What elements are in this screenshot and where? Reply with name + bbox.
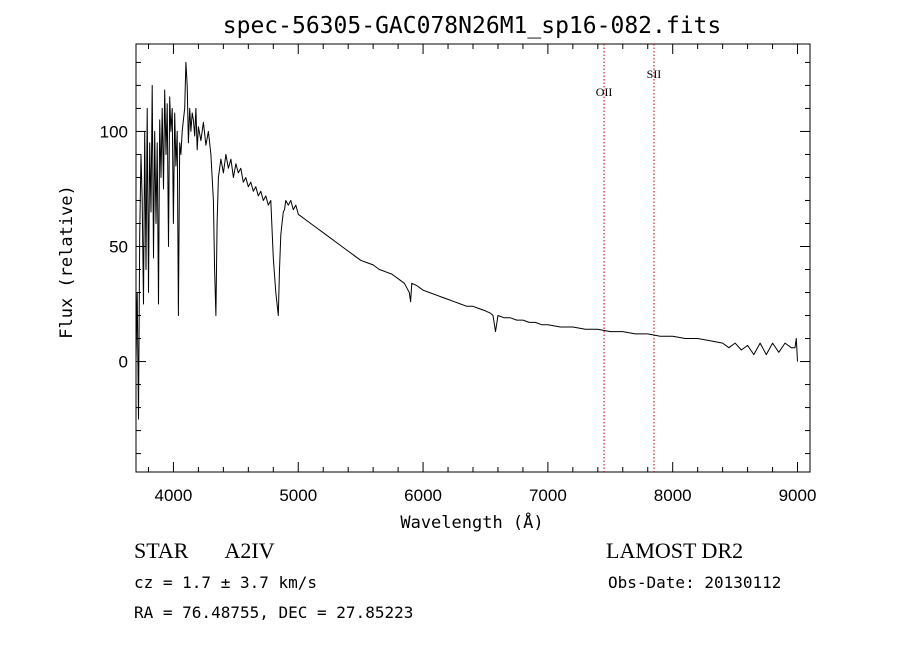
x-tick-label: 8000 — [654, 486, 692, 505]
y-tick-label: 0 — [119, 353, 128, 372]
obs-date-text: Obs-Date: 20130112 — [608, 573, 782, 592]
x-tick-label: 7000 — [529, 486, 567, 505]
coordinates-text: RA = 76.48755, DEC = 27.85223 — [134, 603, 414, 622]
subclass-label: A2IV — [224, 538, 275, 563]
x-tick-label: 4000 — [155, 486, 193, 505]
x-tick-label: 9000 — [779, 486, 817, 505]
x-axis-label: Wavelength (Å) — [400, 511, 543, 533]
object-class: STAR A2IV — [134, 538, 275, 564]
plot-area: 4000 5000 6000 7000 8000 9000 0 50 100 OII SII — [100, 43, 817, 505]
y-tick-label: 100 — [100, 122, 128, 141]
y-axis-label: Flux (relative) — [57, 185, 77, 339]
spectrum-series-0 — [135, 61, 798, 420]
chart-title: spec-56305-GAC078N26M1_sp16-082.fits — [223, 13, 722, 39]
line-label-oii: OII — [596, 85, 613, 99]
x-tick-label: 6000 — [404, 486, 442, 505]
class-label: STAR — [134, 538, 189, 563]
line-label-sii: SII — [647, 67, 662, 81]
redshift-text: cz = 1.7 ± 3.7 km/s — [134, 573, 318, 592]
x-tick-label: 5000 — [279, 486, 317, 505]
survey-label: LAMOST DR2 — [606, 538, 744, 563]
plot-frame — [135, 43, 811, 473]
y-tick-label: 50 — [109, 237, 128, 256]
